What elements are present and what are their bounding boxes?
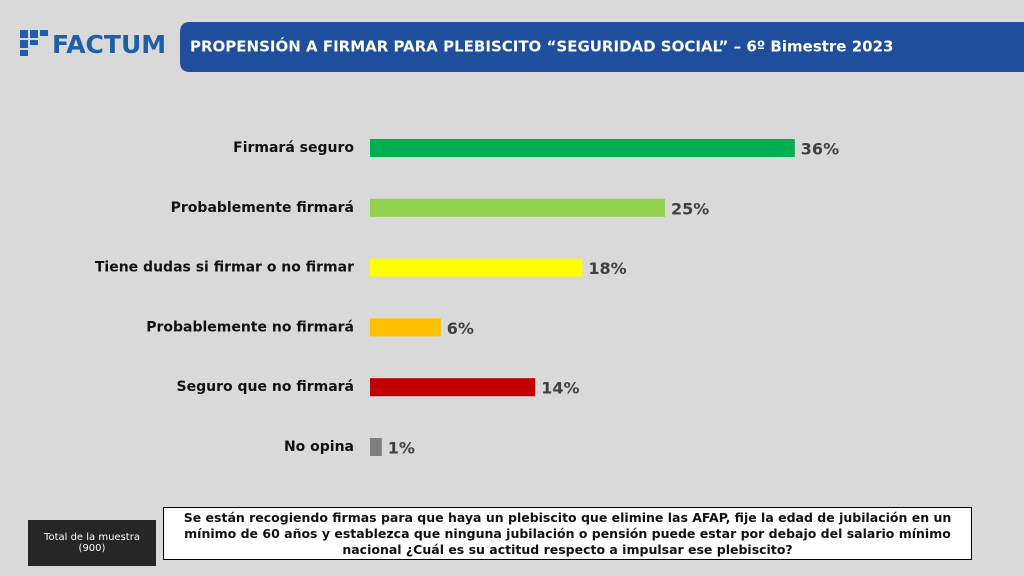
value-label: 18% [588,259,626,278]
category-label: Probablemente no firmará [146,319,354,335]
value-label: 1% [388,439,415,458]
category-label: Seguro que no firmará [177,379,354,395]
bar [370,378,536,397]
category-label: Tiene dudas si firmar o no firmar [95,260,354,276]
value-label: 14% [541,379,579,398]
category-label: Probablemente firmará [171,200,354,216]
bar [370,139,795,157]
value-label: 6% [447,319,474,338]
sample-label: Total de la muestra [44,532,140,543]
value-label: 36% [801,140,839,159]
header-band [180,22,1024,72]
bar [370,258,583,277]
question-box: Se están recogiendo firmas para que haya… [163,507,972,560]
chart-title: PROPENSIÓN A FIRMAR PARA PLEBISCITO “SEG… [190,37,893,56]
bar [370,318,441,337]
category-label: No opina [284,439,354,455]
logo-icon [20,30,48,56]
bar [370,198,665,217]
sample-count: (900) [78,543,106,554]
sample-box: Total de la muestra (900) [28,520,156,566]
logo-text: FACTUM [52,30,166,59]
value-label: 25% [671,199,709,218]
bar [370,438,382,456]
category-label: Firmará seguro [233,140,354,156]
